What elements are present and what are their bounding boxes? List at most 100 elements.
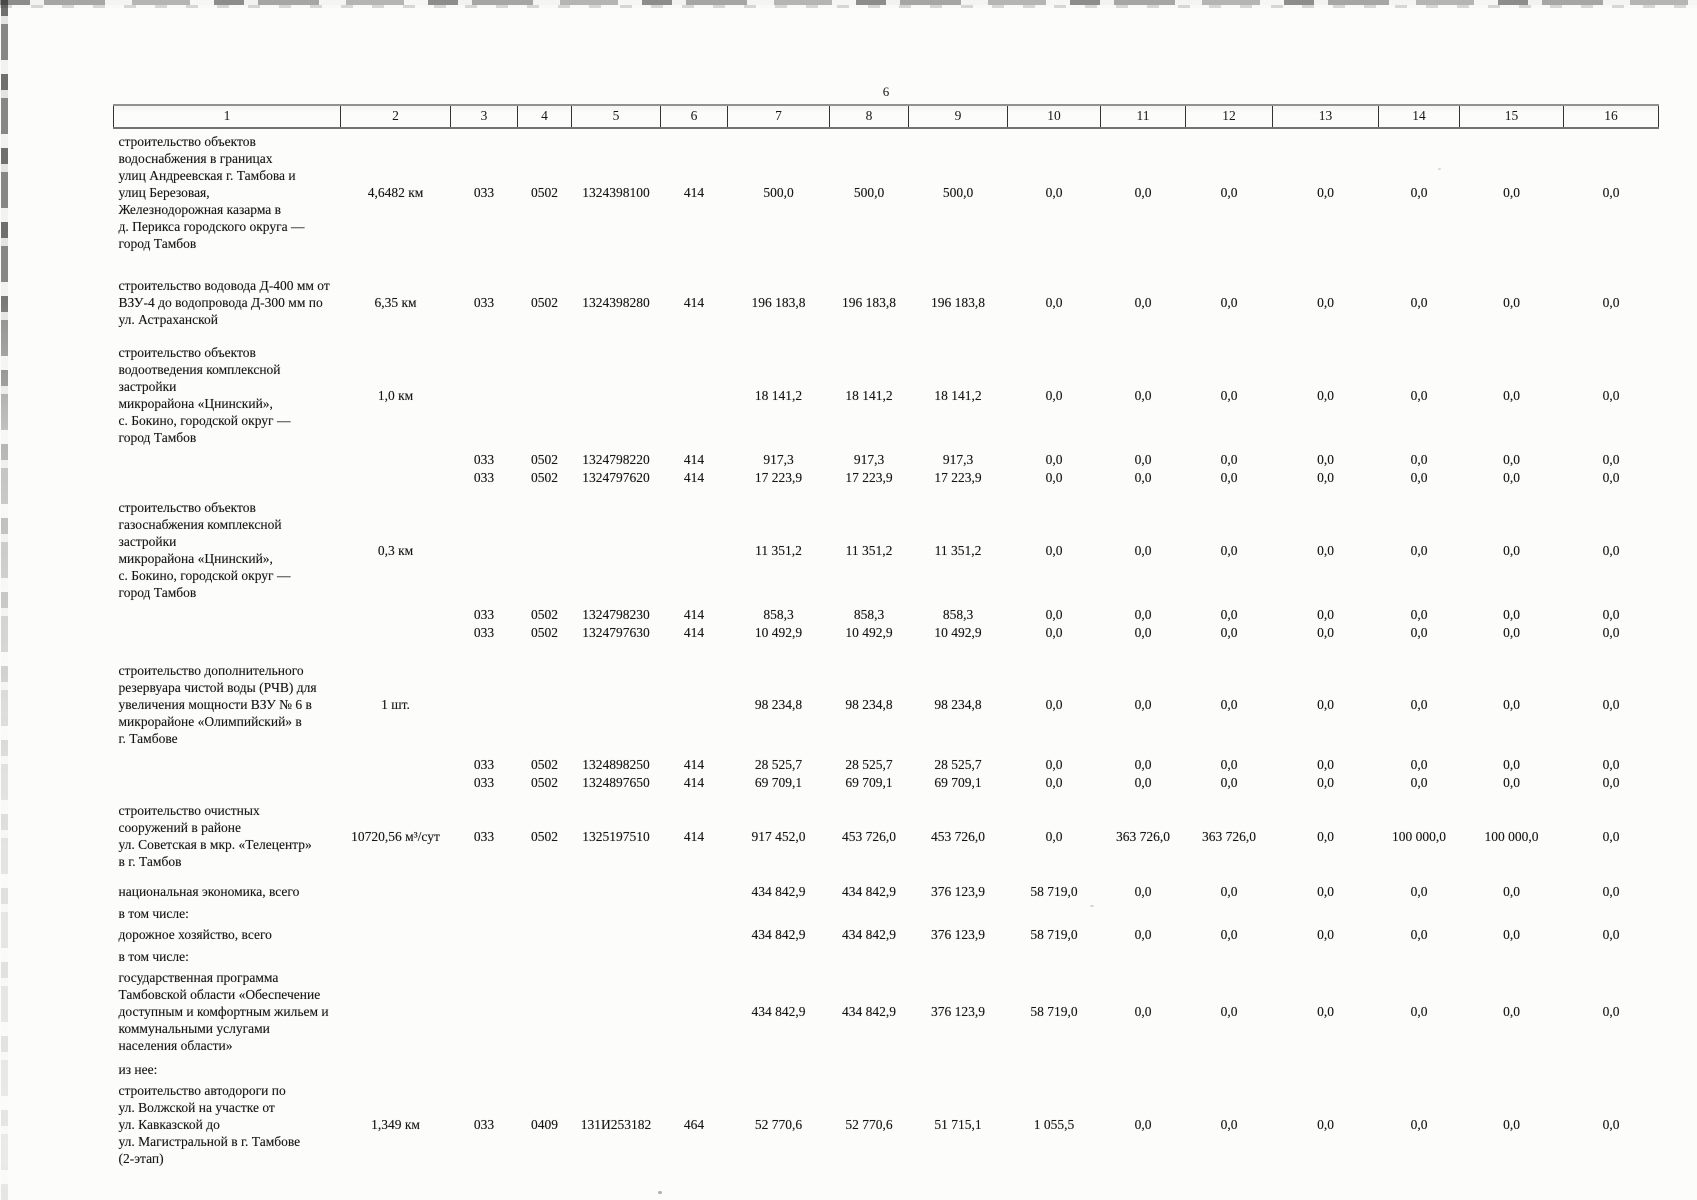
scan-speck [658, 1191, 662, 1194]
amount-cell-col15: 0,0 [1503, 1117, 1520, 1132]
section-code-cell [518, 328, 572, 446]
amount-cell-col14: 0,0 [1410, 757, 1428, 772]
amount-cell-col11: 0,0 [1134, 884, 1152, 899]
amount-cell-col15: 0,0 [1503, 775, 1520, 790]
amount-cell-col16: 0,0 [1602, 295, 1620, 310]
section-code-cell: 0409 [531, 1117, 558, 1132]
target-article-code-cell: 1324897650 [582, 775, 650, 790]
expense-type-code-cell: 414 [683, 757, 705, 772]
amount-cell-col12: 0,0 [1220, 625, 1238, 640]
amount-cell-col13: 0,0 [1317, 775, 1334, 790]
amount-cell-col9: 11 351,2 [934, 542, 982, 558]
table-row: строительство дополнительного резервуара… [114, 641, 1659, 747]
amount-cell-col9: 376 123,9 [931, 884, 985, 899]
amount-cell-col12: 363 726,0 [1202, 828, 1256, 844]
amount-cell-col10: 0,0 [1045, 828, 1063, 844]
amount-cell-col13 [1273, 1054, 1379, 1078]
project-name-cell: в том числе: [118, 949, 189, 964]
amount-cell-col7: 10 492,9 [754, 625, 803, 640]
section-code-cell [518, 900, 572, 922]
amount-cell-col13: 0,0 [1317, 927, 1334, 942]
amount-cell-col8: 500,0 [853, 185, 885, 200]
amount-cell-col12: 0,0 [1220, 1117, 1238, 1132]
amount-cell-col16: 0,0 [1602, 884, 1620, 899]
grbs-code-cell [451, 922, 518, 943]
table-row: строительство объектов водоснабжения в г… [114, 128, 1659, 252]
target-article-code-cell [572, 1054, 661, 1078]
capacity-cell: 1 шт. [381, 697, 410, 712]
table-row: из нее: [114, 1054, 1659, 1078]
capacity-cell [341, 900, 451, 922]
amount-cell-col12: 0,0 [1220, 542, 1238, 558]
amount-cell-col13: 0,0 [1317, 625, 1334, 640]
amount-cell-col15: 0,0 [1503, 607, 1520, 622]
amount-cell-col14: 0,0 [1410, 452, 1428, 467]
amount-cell-col14 [1379, 900, 1460, 922]
capacity-cell: 10720,56 м³/сут [351, 828, 440, 844]
grbs-code-cell [451, 870, 518, 900]
amount-cell-col13: 0,0 [1317, 542, 1334, 558]
amount-cell-col8: 69 709,1 [845, 775, 893, 790]
scan-speck [252, 156, 255, 158]
grbs-code-cell: 033 [473, 470, 495, 485]
target-article-code-cell: 1324798220 [582, 452, 650, 467]
column-header-9: 9 [908, 104, 1008, 129]
amount-cell-col15: 0,0 [1503, 625, 1520, 640]
amount-cell-col8: 196 183,8 [842, 295, 896, 310]
project-name-cell: в том числе: [118, 906, 189, 921]
project-name-cell [114, 446, 341, 468]
target-article-code-cell: 1324398100 [582, 185, 650, 200]
amount-cell-col11: 0,0 [1134, 1117, 1152, 1132]
section-code-cell: 0502 [531, 185, 558, 200]
amount-cell-col8 [830, 1054, 909, 1078]
grbs-code-cell [451, 965, 518, 1054]
amount-cell-col14: 0,0 [1410, 185, 1428, 200]
amount-cell-col12 [1186, 1054, 1273, 1078]
expense-type-code-cell [661, 900, 728, 922]
amount-cell-col15: 0,0 [1503, 884, 1520, 899]
target-article-code-cell [572, 900, 661, 922]
expense-type-code-cell [661, 870, 728, 900]
target-article-code-cell: 1324797620 [582, 470, 650, 485]
expense-type-code-cell [661, 328, 728, 446]
amount-cell-col9: 69 709,1 [934, 775, 982, 790]
amount-cell-col14 [1379, 1054, 1460, 1078]
amount-cell-col10: 0,0 [1045, 452, 1063, 467]
expense-type-code-cell [661, 965, 728, 1054]
amount-cell-col10: 0,0 [1045, 185, 1063, 200]
amount-cell-col12: 0,0 [1220, 757, 1238, 772]
amount-cell-col7: 69 709,1 [754, 775, 803, 790]
amount-cell-col8: 917,3 [853, 452, 885, 467]
grbs-code-cell [451, 943, 518, 965]
amount-cell-col16: 0,0 [1602, 542, 1620, 558]
amount-cell-col9: 17 223,9 [934, 470, 982, 485]
amount-cell-col9: 453 726,0 [931, 828, 985, 844]
amount-cell-col14: 100 000,0 [1392, 828, 1446, 844]
column-header-16: 16 [1563, 104, 1659, 129]
amount-cell-col11: 0,0 [1134, 625, 1152, 640]
expense-type-code-cell: 414 [683, 185, 705, 200]
capacity-cell [341, 1054, 451, 1078]
amount-cell-col9: 18 141,2 [934, 387, 982, 403]
target-article-code-cell [572, 943, 661, 965]
project-name-cell: строительство дополнительного резервуара… [118, 663, 317, 746]
capacity-cell [341, 870, 451, 900]
amount-cell-col13: 0,0 [1317, 452, 1334, 467]
amount-cell-col9: 51 715,1 [934, 1117, 982, 1132]
amount-cell-col7: 52 770,6 [754, 1117, 803, 1132]
table-row: в том числе: [114, 900, 1659, 922]
table-row: 033 0502 1324797620 414 17 223,9 17 223,9 17 2… [114, 468, 1659, 486]
section-code-cell [518, 870, 572, 900]
amount-cell-col13: 0,0 [1317, 607, 1334, 622]
section-code-cell [518, 641, 572, 747]
column-header-13: 13 [1272, 104, 1379, 129]
column-header-10: 10 [1007, 104, 1101, 129]
expense-type-code-cell: 464 [683, 1117, 705, 1132]
amount-cell-col7: 28 525,7 [754, 757, 803, 772]
grbs-code-cell: 033 [473, 625, 495, 640]
capacity-cell: 1,0 км [377, 387, 414, 403]
amount-cell-col15: 0,0 [1503, 542, 1520, 558]
expense-type-code-cell: 414 [683, 607, 705, 622]
capacity-cell [341, 747, 451, 773]
amount-cell-col8: 18 141,2 [845, 387, 893, 403]
